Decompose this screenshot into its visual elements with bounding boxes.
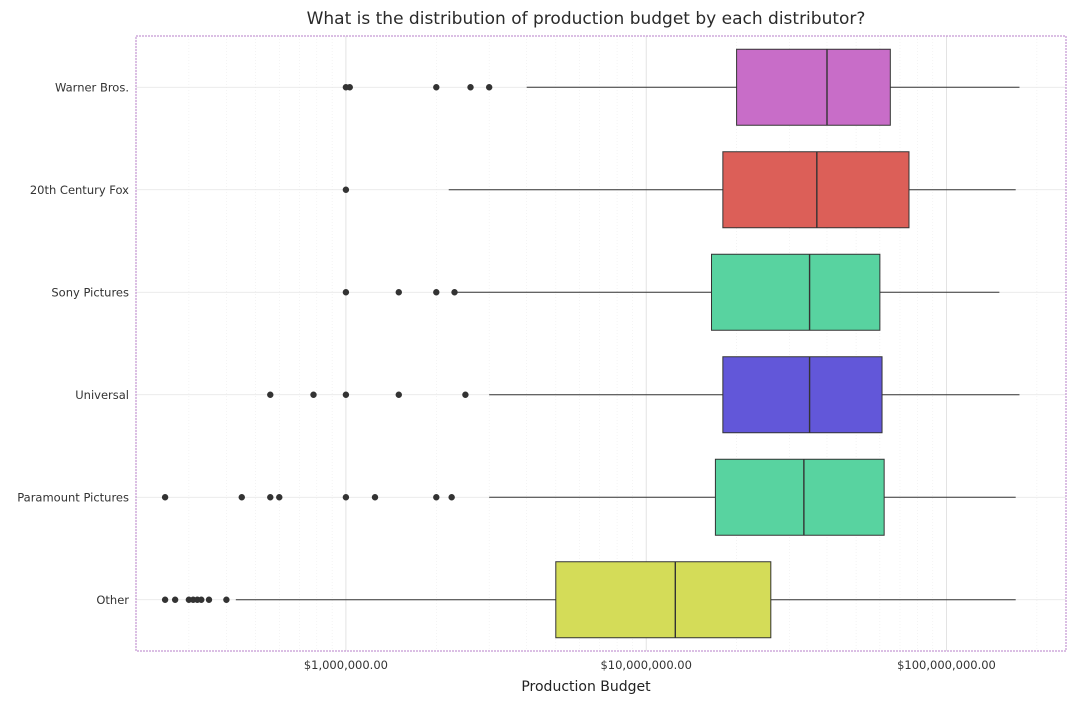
outlier-point — [342, 391, 350, 398]
box-rect — [736, 48, 891, 126]
outlier-point — [371, 494, 379, 501]
outlier-point — [171, 596, 179, 603]
box-rect — [711, 253, 881, 331]
box-rect — [714, 458, 885, 536]
outlier-point — [276, 494, 283, 501]
outlier-point — [462, 391, 469, 398]
category-label: Paramount Pictures — [17, 490, 129, 504]
outlier-point — [223, 596, 230, 603]
outlier-point — [161, 494, 169, 501]
outlier-point — [395, 289, 402, 296]
outlier-point — [267, 391, 274, 398]
outlier-point — [346, 84, 353, 91]
outlier-point — [433, 84, 440, 91]
category-label: Other — [96, 593, 129, 607]
outlier-point — [205, 596, 213, 603]
outlier-point — [198, 596, 205, 603]
x-tick-label: $10,000,000.00 — [600, 658, 691, 672]
outlier-point — [238, 494, 245, 501]
outlier-point — [433, 494, 440, 501]
box-rect — [722, 151, 910, 229]
box-group — [342, 151, 1016, 229]
outlier-point — [342, 289, 350, 296]
category-label: Universal — [75, 388, 129, 402]
outlier-point — [451, 289, 458, 296]
plot-panel-border — [135, 35, 1067, 652]
outlier-point — [433, 289, 440, 296]
x-tick-labels: $1,000,000.00 $10,000,000.00 $100,000,000.… — [304, 658, 996, 672]
outlier-point — [342, 494, 350, 501]
x-axis-title: Production Budget — [521, 679, 651, 695]
outlier-point — [448, 494, 455, 501]
box-group — [161, 458, 1016, 536]
category-label: Sony Pictures — [51, 285, 129, 299]
box-group — [267, 356, 1020, 434]
category-label: Warner Bros. — [55, 80, 129, 94]
box-group — [342, 48, 1020, 126]
grid-layer — [135, 36, 1066, 651]
box-layer — [161, 48, 1020, 639]
outlier-point — [267, 494, 274, 501]
x-tick-label: $100,000,000.00 — [897, 658, 996, 672]
box-group — [161, 561, 1016, 639]
box-group — [342, 253, 1000, 331]
category-label: 20th Century Fox — [30, 183, 129, 197]
box-rect — [722, 356, 883, 434]
outlier-point — [310, 391, 317, 398]
outlier-point — [342, 186, 350, 193]
outlier-point — [395, 391, 402, 398]
x-tick-label: $1,000,000.00 — [304, 658, 388, 672]
outlier-point — [161, 596, 169, 603]
outlier-point — [485, 84, 493, 91]
category-labels: Warner Bros. 20th Century Fox Sony Picture… — [17, 80, 129, 607]
chart-title: What is the distribution of production b… — [307, 9, 866, 29]
box-rect — [555, 561, 772, 639]
outlier-point — [467, 84, 474, 91]
